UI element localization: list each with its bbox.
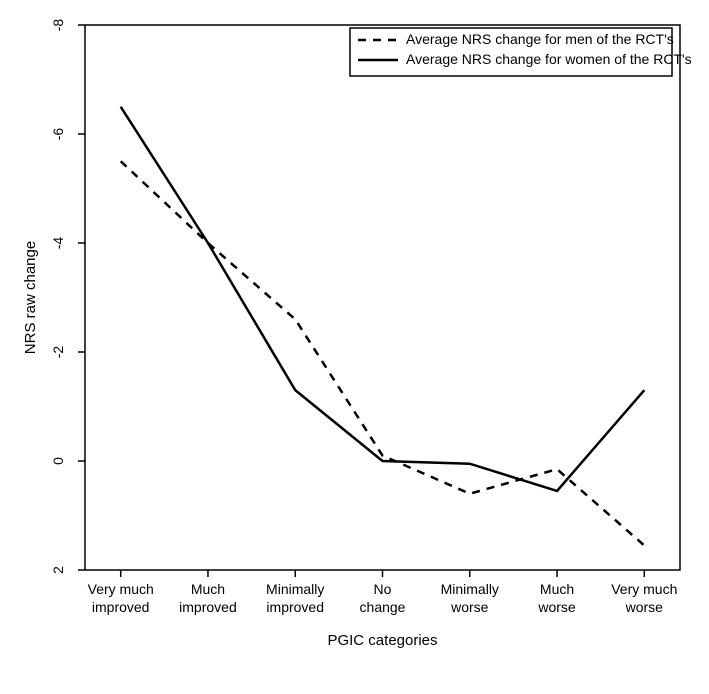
x-tick-label: improved bbox=[266, 599, 324, 615]
x-tick-label: Very much bbox=[611, 581, 677, 597]
y-tick-label: -6 bbox=[50, 128, 66, 141]
y-tick-label: 2 bbox=[50, 566, 66, 574]
y-axis-title: NRS raw change bbox=[22, 241, 39, 354]
x-tick-label: Much bbox=[191, 581, 225, 597]
x-tick-label: Very much bbox=[88, 581, 154, 597]
x-tick-label: Minimally bbox=[441, 581, 499, 597]
x-tick-label: Minimally bbox=[266, 581, 324, 597]
chart-container: -8 -6 -4 -2 0 2 NRS raw change Very much improve… bbox=[0, 0, 709, 694]
y-tick-label: 0 bbox=[50, 457, 66, 465]
legend-label-1: Average NRS change for women of the RCT'… bbox=[406, 51, 692, 67]
legend-label-0: Average NRS change for men of the RCT's bbox=[406, 31, 674, 47]
y-tick-label: -4 bbox=[50, 237, 66, 250]
x-tick-label: worse bbox=[625, 599, 664, 615]
x-tick-label: improved bbox=[179, 599, 237, 615]
x-tick-label: improved bbox=[92, 599, 150, 615]
x-tick-label: worse bbox=[450, 599, 489, 615]
x-tick-label: Much bbox=[540, 581, 574, 597]
line-chart: -8 -6 -4 -2 0 2 NRS raw change Very much improve… bbox=[0, 0, 709, 694]
y-tick-label: -8 bbox=[50, 19, 66, 32]
x-tick-label: No bbox=[374, 581, 392, 597]
x-tick-label: worse bbox=[537, 599, 576, 615]
x-tick-label: change bbox=[360, 599, 406, 615]
y-tick-label: -2 bbox=[50, 346, 66, 359]
x-axis-title: PGIC categories bbox=[327, 632, 437, 649]
